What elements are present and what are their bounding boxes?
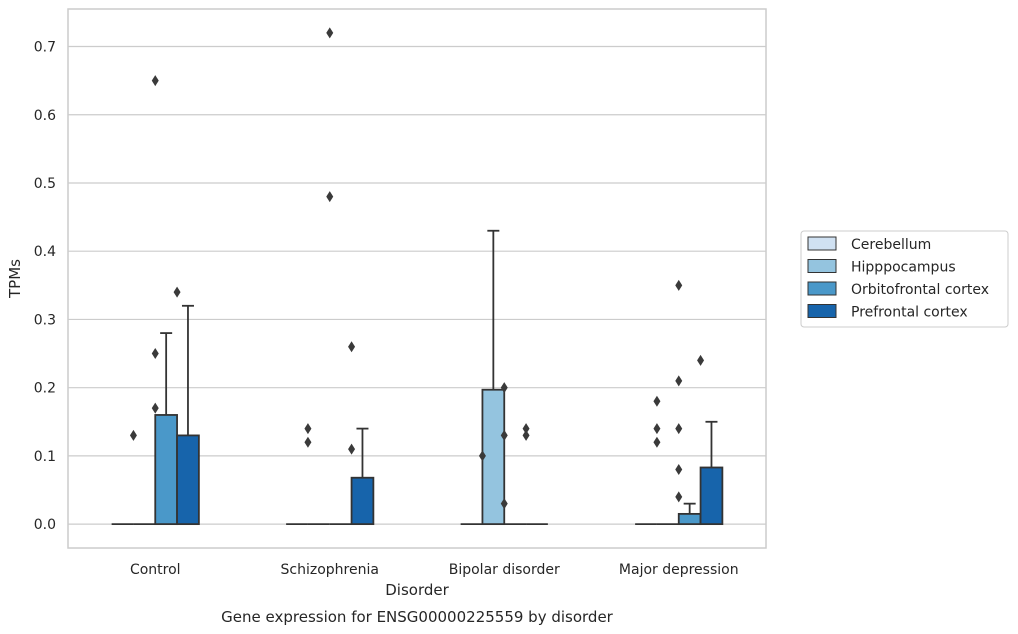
outlier-point — [500, 382, 508, 394]
y-tick-label: 0.1 — [34, 449, 56, 465]
outlier-point — [675, 279, 683, 291]
outlier-point — [348, 443, 356, 455]
bar — [154, 414, 178, 526]
outlier-point — [326, 27, 334, 39]
outlier-point — [500, 498, 508, 510]
bar — [677, 512, 702, 526]
outlier-point — [675, 423, 683, 435]
y-tick-label: 0.0 — [34, 517, 56, 533]
outlier-point — [151, 348, 159, 360]
outlier-point — [173, 286, 181, 298]
outlier-point — [522, 423, 530, 435]
x-axis-label: Disorder — [385, 581, 449, 599]
outlier-point — [653, 423, 661, 435]
outlier-point — [500, 429, 508, 441]
legend-box — [800, 230, 1009, 328]
y-tick-label: 0.5 — [34, 176, 56, 192]
legend-label: Prefrontal cortex — [851, 305, 968, 321]
legend-label: Hipppocampus — [851, 260, 956, 276]
legend-label: Orbitofrontal cortex — [851, 282, 989, 298]
outlier-point — [304, 436, 312, 448]
legend: Cerebellum Hipppocampus Orbitofrontal cort… — [800, 230, 1009, 328]
y-tick-label: 0.3 — [34, 312, 56, 328]
plot-frame — [67, 8, 767, 549]
outlier-point — [522, 429, 530, 441]
outlier-point — [151, 402, 159, 414]
x-tick-label: Major depression — [619, 562, 739, 578]
bar — [176, 434, 200, 526]
x-tick-label: Bipolar disorder — [449, 562, 560, 578]
x-axis-ticks: Control Schizophrenia Bipolar disorder Majo… — [130, 562, 739, 578]
outlier-point — [675, 375, 683, 387]
legend-label: Cerebellum — [851, 237, 931, 253]
chart-caption: Gene expression for ENSG00000225559 by d… — [221, 608, 614, 626]
legend-swatch — [807, 281, 837, 296]
outlier-point — [304, 423, 312, 435]
bar — [350, 476, 375, 526]
x-tick-label: Control — [130, 562, 181, 578]
outlier-point — [478, 450, 486, 462]
legend-swatch — [807, 236, 837, 251]
y-axis-ticks: 0.0 0.1 0.2 0.3 0.4 0.5 0.6 0.7 — [34, 40, 56, 534]
legend-swatch — [807, 304, 837, 318]
outlier-point — [697, 354, 705, 366]
outlier-point — [348, 341, 356, 353]
outlier-points — [129, 27, 705, 510]
outlier-point — [653, 436, 661, 448]
y-tick-label: 0.2 — [34, 381, 56, 397]
outlier-point — [653, 395, 661, 407]
outlier-point — [129, 429, 137, 441]
bar — [699, 466, 724, 526]
y-axis-label: TPMs — [6, 259, 24, 299]
bars — [111, 229, 724, 526]
legend-swatch — [807, 259, 837, 273]
outlier-point — [675, 464, 683, 476]
y-tick-label: 0.4 — [34, 244, 56, 260]
x-tick-label: Schizophrenia — [281, 562, 379, 578]
y-tick-label: 0.6 — [34, 108, 56, 124]
outlier-point — [675, 491, 683, 503]
outlier-point — [326, 191, 334, 203]
outlier-point — [151, 75, 159, 87]
y-tick-label: 0.7 — [34, 40, 56, 56]
